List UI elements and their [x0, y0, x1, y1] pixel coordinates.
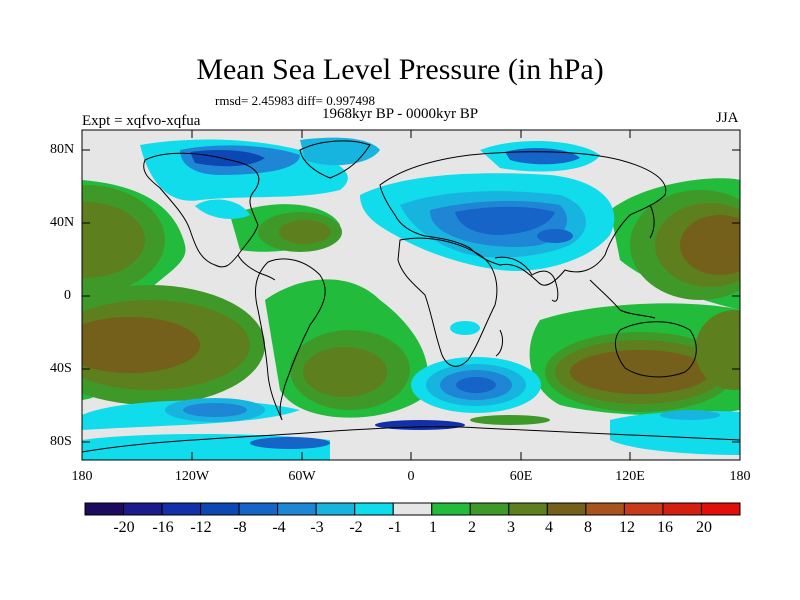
- lon-label: 60W: [288, 469, 316, 484]
- field-antarctic-low-4: [250, 437, 330, 449]
- longitude-ticks: [81, 130, 741, 460]
- lon-label: 60E: [509, 469, 533, 484]
- colorbar-box: [431, 502, 471, 516]
- field-antarctic-high: [470, 415, 550, 425]
- colorbar-label: 2: [468, 519, 476, 536]
- lon-label: 180: [71, 469, 93, 484]
- colorbar-box: [161, 502, 202, 516]
- colorbar-label: 1: [429, 519, 437, 536]
- colorbar-label: 16: [657, 519, 673, 536]
- coast-africa: [397, 237, 498, 367]
- colorbar-box: [623, 502, 664, 516]
- colorbar-box: [315, 502, 356, 516]
- colorbar-box: [238, 502, 279, 516]
- colorbar-box: [84, 502, 125, 516]
- coast-north-america: [143, 152, 260, 268]
- field-east-africa-low: [450, 321, 480, 335]
- field-pacific-nw-4: [82, 202, 145, 278]
- colorbar-label: -1: [388, 519, 402, 536]
- rmsd-diff-stats: rmsd= 2.45983 diff= 0.997498: [215, 93, 375, 108]
- colorbar-label: -20: [113, 519, 135, 536]
- coast-central-america: [237, 254, 276, 281]
- coastlines: [82, 140, 740, 453]
- colorbar-box: [700, 502, 741, 516]
- colorbar-box: [508, 502, 548, 516]
- experiment-label: Expt = xqfvo-xqfua: [82, 113, 201, 129]
- colorbar-label: -12: [190, 519, 212, 536]
- lon-label: 180: [729, 469, 751, 484]
- colorbar-box: [662, 502, 702, 516]
- colorbar-label: 4: [545, 519, 553, 536]
- field-eurasia-low-4: [455, 206, 555, 235]
- lon-label: 120W: [174, 469, 210, 484]
- colorbar-label: -16: [152, 519, 174, 536]
- lat-label: 0: [64, 288, 71, 303]
- field-nw-pacific-8: [680, 215, 740, 275]
- coast-arabia-india: [494, 256, 559, 302]
- field-s-indian-low-4: [456, 377, 496, 393]
- coast-europe-asia: [379, 151, 667, 286]
- field-indian-8: [570, 350, 710, 394]
- colorbar-box: [200, 502, 240, 516]
- colorbar-label: 3: [507, 519, 515, 536]
- coast-australia: [614, 321, 697, 378]
- latitude-ticks: [82, 149, 740, 443]
- colorbar-box: [392, 502, 433, 516]
- colorbar-label: -4: [272, 519, 286, 536]
- coast-madagascar: [495, 329, 504, 357]
- time-period-label: 1968kyr BP - 0000kyr BP: [322, 106, 479, 122]
- colorbar-box: [585, 502, 625, 516]
- map-title: Mean Sea Level Pressure (in hPa): [196, 53, 604, 86]
- lon-label: 120E: [615, 469, 645, 484]
- lat-label: 80N: [50, 142, 75, 157]
- colorbar-label: -2: [349, 519, 363, 536]
- coast-greenland: [299, 140, 371, 179]
- lat-label: 80S: [50, 434, 72, 449]
- field-north-america-low-8: [190, 150, 265, 167]
- colorbar-box: [123, 502, 163, 516]
- coast-antarctica: [82, 426, 740, 453]
- field-antarctic-low-12: [375, 420, 465, 430]
- colorbar-label: 12: [619, 519, 635, 536]
- colorbar-label: 8: [584, 519, 592, 536]
- lat-label: 40N: [50, 215, 75, 230]
- field-se-indian-4: [695, 310, 740, 390]
- colorbar-box: [469, 502, 510, 516]
- field-s-atlantic-4: [303, 347, 387, 397]
- field-n-america-low-patch: [195, 199, 250, 219]
- colorbar-label: 20: [696, 519, 712, 536]
- colorbar-box: [354, 502, 394, 516]
- colorbar-box: [277, 502, 317, 516]
- field-south-pacific-8: [82, 317, 200, 373]
- field-southern-ocean-low-3: [183, 403, 247, 417]
- season-label: JJA: [716, 110, 739, 126]
- colorbar-label: -3: [310, 519, 324, 536]
- colorbar-box: [546, 502, 587, 516]
- coast-south-america: [255, 258, 326, 421]
- colorbar: [84, 502, 741, 516]
- lat-label: 40S: [50, 361, 72, 376]
- pressure-field: [82, 130, 740, 460]
- field-s-pacific-low-1: [610, 410, 740, 455]
- field-n-atlantic-4: [279, 220, 331, 244]
- field-antarctic-coast-low: [660, 410, 720, 420]
- coast-se-asia: [589, 279, 656, 319]
- colorbar-label: -8: [233, 519, 247, 536]
- lon-label: 0: [407, 469, 415, 484]
- coast-japan: [649, 204, 655, 239]
- field-tibet-low: [537, 229, 573, 243]
